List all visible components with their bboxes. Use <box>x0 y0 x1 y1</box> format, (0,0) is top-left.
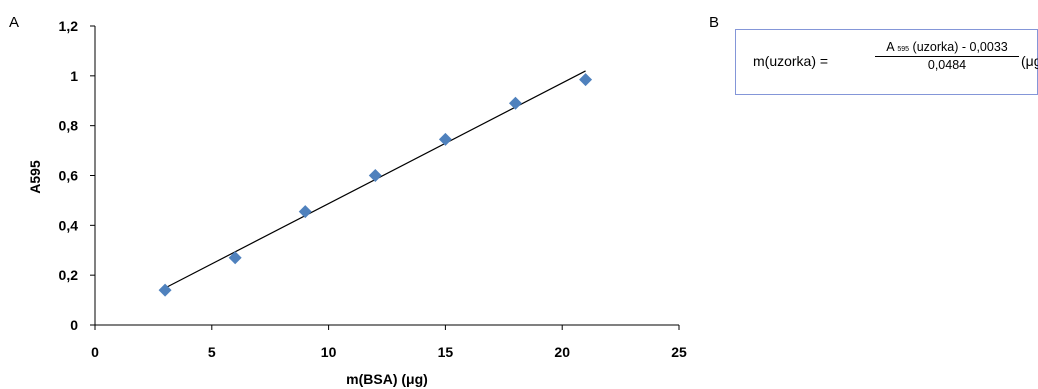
x-tick-label: 5 <box>208 344 216 360</box>
y-tick-label: 0,4 <box>59 217 79 233</box>
x-tick-label: 0 <box>91 344 99 360</box>
data-point-marker <box>158 283 172 297</box>
formula-numerator-rest: (uzorka) - 0,0033 <box>909 40 1008 54</box>
panel-a-label: A <box>9 14 20 31</box>
panel-b-label: B <box>709 14 720 31</box>
y-tick-label: 0,8 <box>59 118 79 134</box>
x-axis-title: m(BSA) (μg) <box>346 371 428 387</box>
formula-lhs: m(uzorka) = <box>753 53 829 69</box>
chart-axes <box>90 25 680 330</box>
data-points <box>158 73 593 297</box>
formula-box: m(uzorka) = A 595 (uzorka) - 0,0033 0,04… <box>735 29 1038 95</box>
x-tick-label: 25 <box>671 344 687 360</box>
y-tick-label: 0,2 <box>59 267 79 283</box>
formula-numerator-prefix: A <box>886 40 894 54</box>
data-point-marker <box>368 169 382 182</box>
formula-fraction: A 595 (uzorka) - 0,0033 0,0484 <box>875 40 1019 72</box>
x-tick-label: 10 <box>321 344 337 360</box>
formula-unit: (μg) <box>1021 53 1038 69</box>
data-point-marker <box>508 96 522 110</box>
y-tick-label: 0 <box>70 317 78 333</box>
y-tick-label: 1,2 <box>59 18 79 34</box>
y-axis-title: A595 <box>27 160 43 194</box>
tick-labels: 0 5 10 15 20 25 0 0,2 0,4 0,6 0,8 1 1,2 <box>59 18 687 360</box>
data-point-marker <box>298 205 312 219</box>
x-tick-label: 15 <box>438 344 454 360</box>
y-tick-label: 0,6 <box>59 168 79 184</box>
data-point-marker <box>438 132 452 146</box>
formula-numerator: A 595 (uzorka) - 0,0033 <box>875 40 1019 57</box>
y-tick-label: 1 <box>70 68 78 84</box>
data-point-marker <box>228 251 242 265</box>
formula-denominator: 0,0484 <box>927 58 967 72</box>
data-point-marker <box>579 73 593 87</box>
x-tick-label: 20 <box>554 344 570 360</box>
formula-numerator-subscript: 595 <box>897 46 910 53</box>
